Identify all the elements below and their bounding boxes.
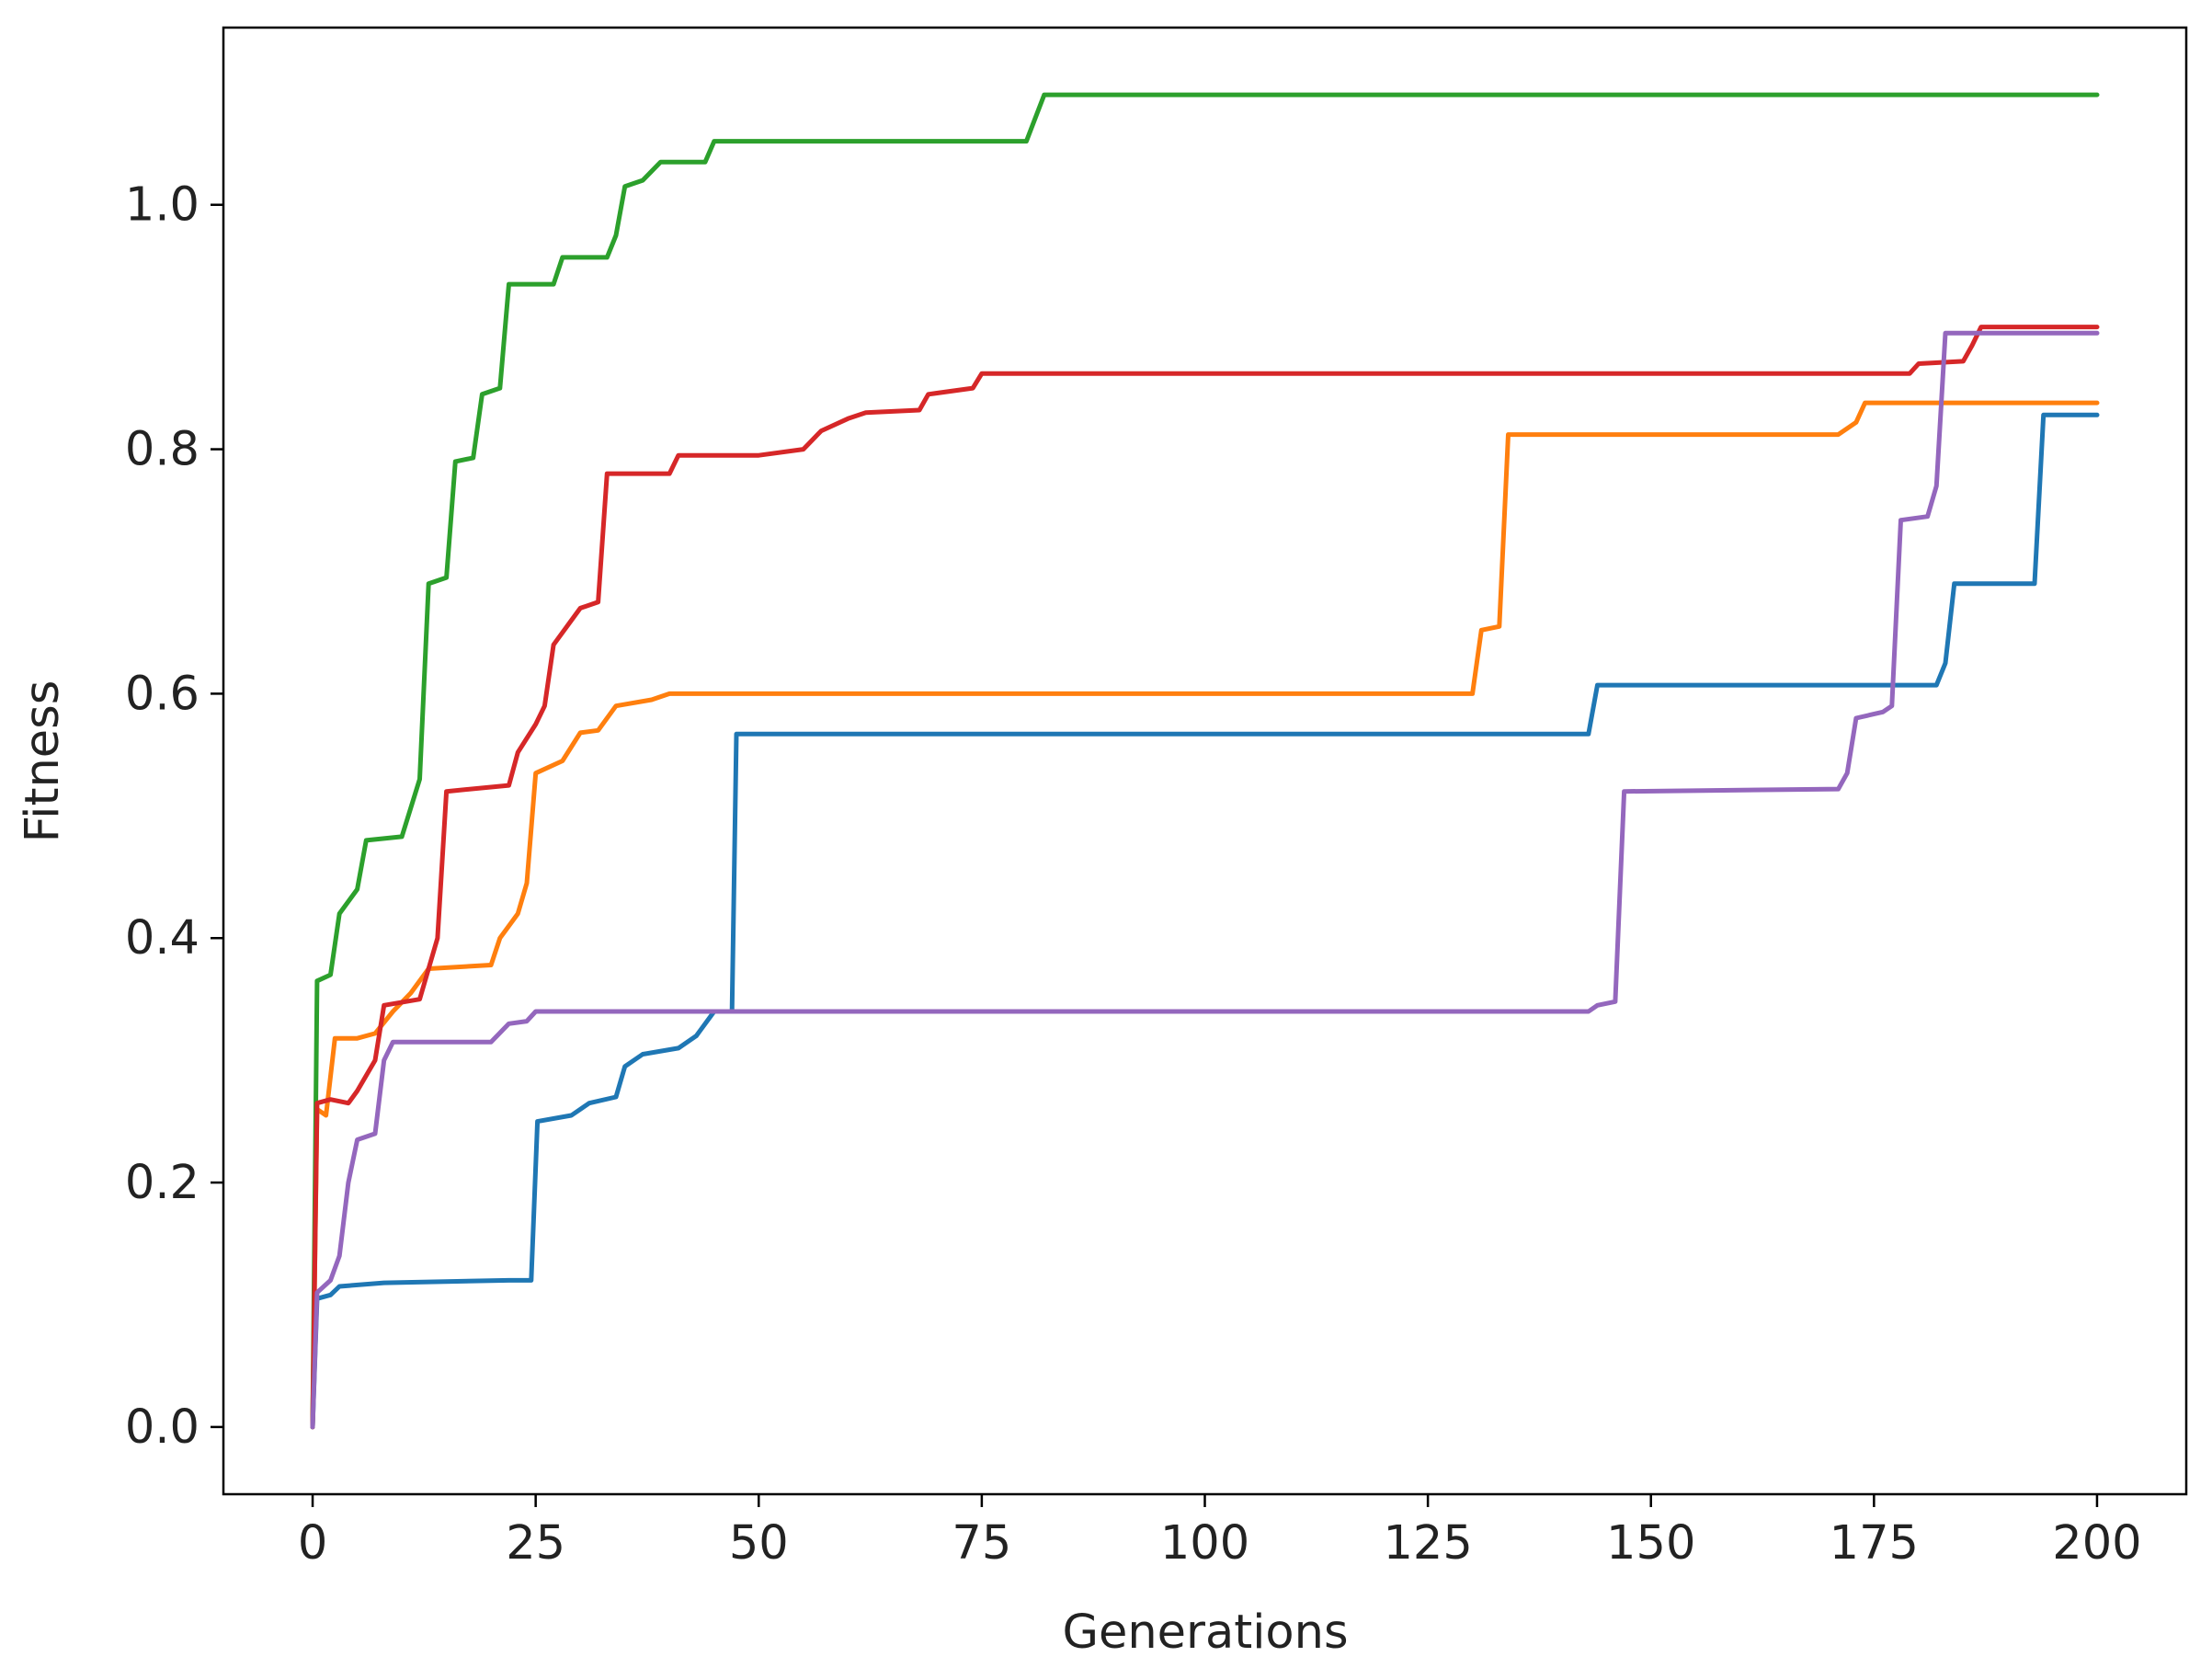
- series-line-purple: [310, 330, 2100, 1430]
- y-tick-label: 0.0: [125, 1400, 200, 1455]
- x-axis-label: Generations: [1062, 1605, 1348, 1660]
- series-line-red: [310, 325, 2100, 1430]
- y-tick-label: 0.8: [125, 423, 200, 477]
- y-axis-label: Fitness: [16, 680, 70, 843]
- x-tick-label: 125: [1383, 1516, 1472, 1571]
- series-line-orange: [310, 400, 2100, 1430]
- y-tick-label: 0.6: [125, 667, 200, 721]
- y-tick-label: 0.4: [125, 911, 200, 965]
- y-tick-label: 1.0: [125, 178, 200, 233]
- series-layer: [310, 92, 2100, 1430]
- y-tick-label: 0.2: [125, 1156, 200, 1210]
- x-tick-label: 75: [952, 1516, 1011, 1571]
- x-tick-label: 175: [1830, 1516, 1919, 1571]
- series-line-blue: [310, 412, 2100, 1430]
- x-tick-label: 200: [2052, 1516, 2141, 1571]
- series-line-green: [310, 92, 2100, 1430]
- x-tick-label: 100: [1160, 1516, 1249, 1571]
- x-tick-label: 0: [298, 1516, 327, 1571]
- x-tick-label: 150: [1606, 1516, 1695, 1571]
- x-axis: 0 25 50 75 100 125 150 175 200: [298, 1494, 2142, 1571]
- x-tick-label: 25: [506, 1516, 565, 1571]
- y-axis: 0.0 0.2 0.4 0.6 0.8 1.0: [125, 178, 223, 1455]
- x-tick-label: 50: [729, 1516, 789, 1571]
